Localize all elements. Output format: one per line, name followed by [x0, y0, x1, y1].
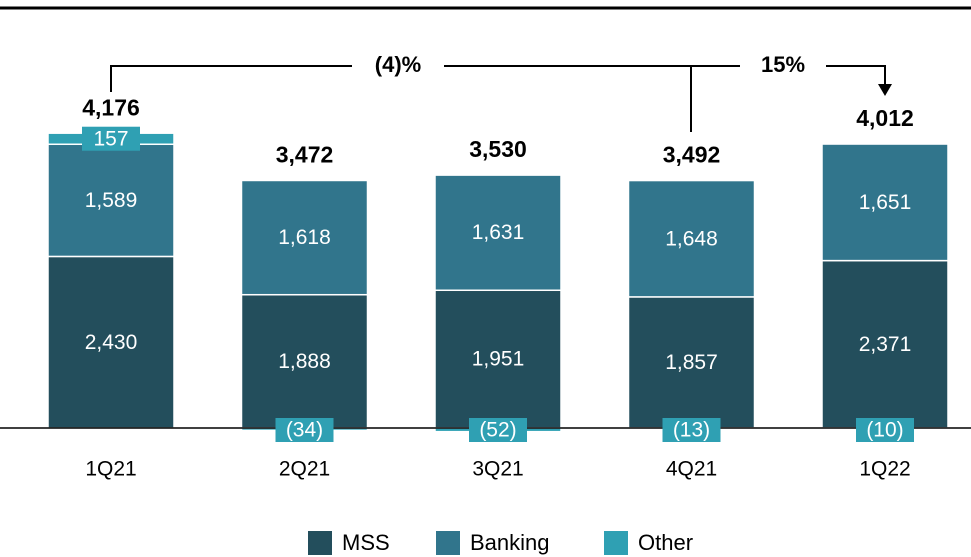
segment-label: 1,648 — [665, 227, 718, 250]
x-tick-label: 2Q21 — [279, 458, 330, 481]
total-label: 4,176 — [82, 94, 140, 120]
bar-segment — [240, 179, 369, 296]
segment-label: (34) — [286, 419, 323, 442]
label-box — [275, 418, 334, 442]
segment-label: 2,371 — [859, 333, 912, 356]
growth-brackets — [110, 65, 886, 132]
bracket-left — [110, 65, 352, 92]
segment-label: 157 — [93, 127, 128, 150]
bars — [47, 132, 949, 433]
label-box — [662, 418, 721, 442]
bar-segment — [240, 293, 369, 429]
label-box — [82, 126, 140, 151]
legend: MSS Banking Other — [308, 530, 693, 555]
x-tick-label: 3Q21 — [472, 458, 523, 481]
segment-label: (10) — [866, 419, 903, 442]
legend-label: Banking — [470, 530, 550, 555]
labels: 1Q21 2,430 1,589 157 4,176 2Q21 1,888 1,618 (34)… — [82, 94, 914, 481]
bar-segment — [627, 179, 756, 298]
x-tick-label: 4Q21 — [666, 458, 717, 481]
segment-label: 1,589 — [85, 189, 138, 212]
annotation: 15% — [761, 52, 805, 77]
x-tick-label: 1Q22 — [859, 458, 910, 481]
label-box — [856, 418, 914, 442]
bar-segment — [434, 289, 562, 429]
total-label: 4,012 — [856, 105, 914, 131]
legend-label: MSS — [342, 530, 390, 555]
segment-label: 1,618 — [278, 226, 331, 249]
bar-segment — [434, 174, 562, 292]
annotation: (4)% — [375, 52, 421, 77]
label-box — [469, 418, 527, 442]
bracket-right — [826, 65, 886, 86]
legend-swatch — [308, 531, 332, 555]
legend-label: Other — [638, 530, 693, 555]
bar-segment — [821, 143, 949, 262]
x-tick-label: 1Q21 — [85, 458, 136, 481]
legend-swatch — [604, 531, 628, 555]
arrow-head — [878, 84, 892, 96]
bar-segment — [47, 255, 175, 429]
total-label: 3,492 — [663, 142, 721, 168]
segment-label: 1,951 — [472, 348, 525, 371]
segment-label: (13) — [673, 419, 710, 442]
segment-label: 1,888 — [278, 350, 331, 373]
bar-segment — [627, 296, 756, 429]
bar-segment — [47, 143, 175, 258]
total-label: 3,472 — [276, 142, 334, 168]
segment-label: 2,430 — [85, 331, 138, 354]
total-label: 3,530 — [469, 136, 527, 162]
segment-label: 1,651 — [859, 191, 912, 214]
legend-swatch — [436, 531, 460, 555]
segment-label: 1,631 — [472, 221, 525, 244]
segment-label: 1,857 — [665, 351, 718, 374]
segment-label: (52) — [479, 419, 516, 442]
